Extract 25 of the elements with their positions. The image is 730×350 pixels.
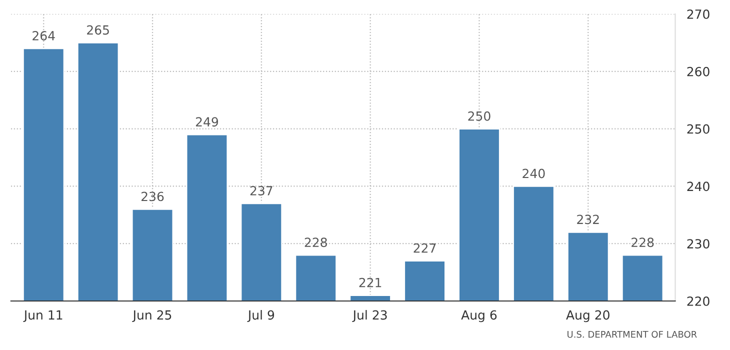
- y-tick-label: 250: [687, 124, 710, 134]
- data-label: 249: [196, 117, 218, 127]
- data-label: 264: [32, 31, 55, 40]
- data-label: 228: [632, 238, 654, 248]
- x-tick-label: Jul 9: [247, 310, 274, 322]
- data-label: 221: [359, 278, 382, 288]
- x-tick-label: Jun 11: [23, 310, 62, 322]
- y-tick-label: 220: [687, 296, 710, 306]
- data-label: 236: [142, 192, 164, 202]
- data-label: 250: [468, 111, 490, 121]
- x-tick-label: Aug 6: [461, 310, 497, 322]
- data-label: 232: [577, 214, 599, 224]
- data-label: 265: [87, 25, 109, 35]
- y-tick-label: 240: [687, 182, 710, 192]
- data-label: 237: [250, 186, 272, 196]
- text: U.S. DEPARTMENT OF LABOR: [568, 330, 697, 338]
- data-label: 228: [304, 238, 327, 248]
- y-tick-label: 230: [687, 239, 710, 249]
- data-label: 240: [522, 168, 545, 178]
- y-tick-label: 270: [687, 9, 710, 19]
- data-label: 227: [414, 243, 436, 253]
- x-tick-label: Aug 20: [566, 310, 610, 322]
- x-tick-label: Jul 23: [352, 310, 387, 322]
- y-tick-label: 260: [687, 66, 710, 76]
- x-tick-label: Jun 25: [132, 310, 172, 322]
